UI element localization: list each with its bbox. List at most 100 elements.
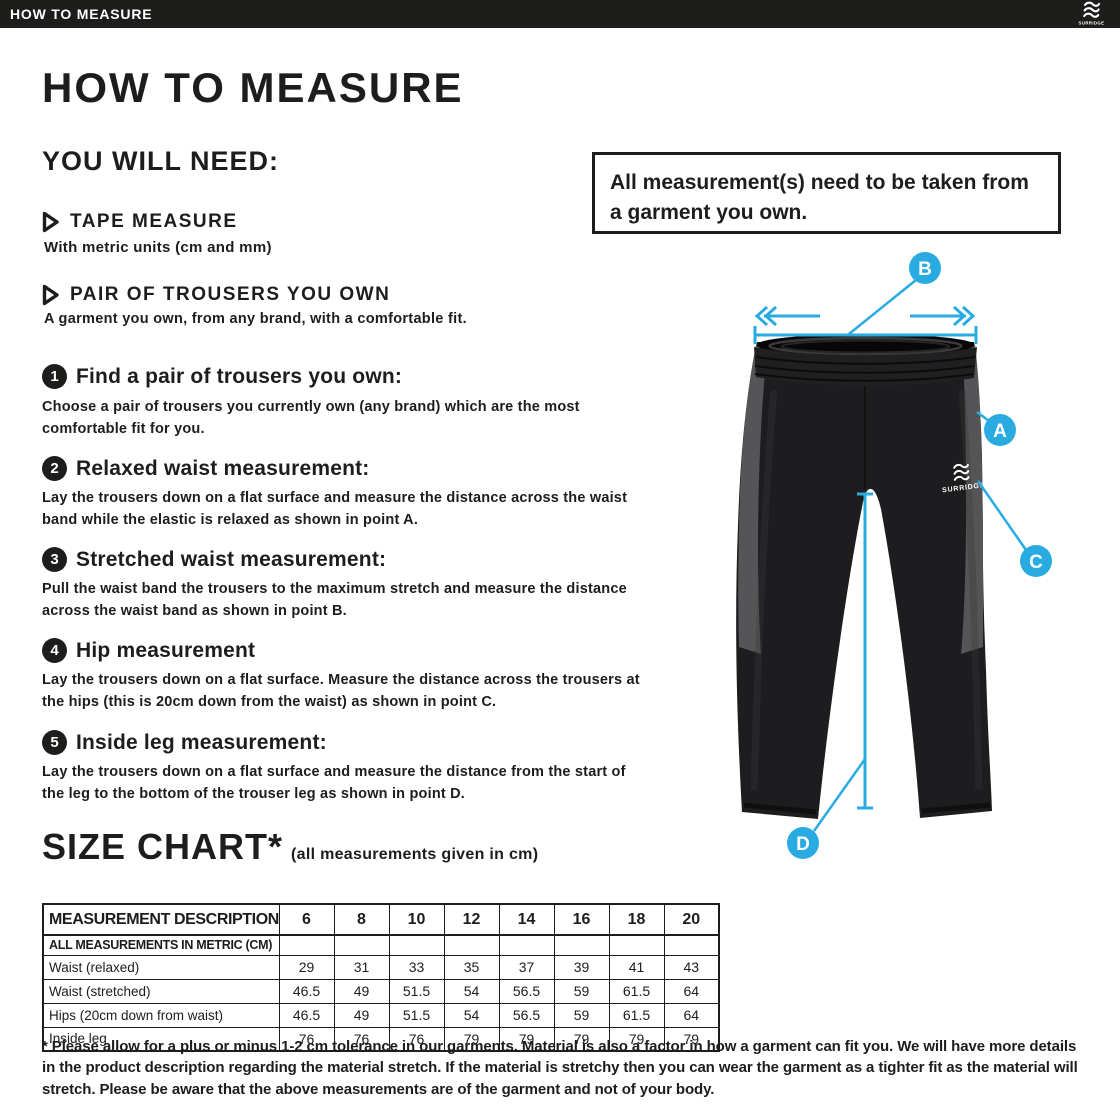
cell-value: 43	[663, 954, 720, 980]
table-row: ALL MEASUREMENTS IN METRIC (CM)	[42, 934, 720, 956]
point-d-marker: D	[787, 827, 819, 859]
svg-text:B: B	[918, 259, 932, 280]
stretch-arrow-left	[754, 305, 820, 327]
table-header-row: MEASUREMENT DESCRIPTION 6 8 10 12 14 16 …	[42, 903, 720, 936]
cell-value: 31	[333, 954, 390, 980]
svg-text:C: C	[1029, 552, 1043, 573]
svg-text:D: D	[796, 834, 810, 855]
point-d-leader-line	[812, 758, 867, 832]
cell-value: 64	[663, 1002, 720, 1028]
step-3-heading: 3 Stretched waist measurement:	[42, 547, 386, 572]
cell-value: 79	[663, 1026, 720, 1052]
cell-value: 59	[553, 978, 610, 1004]
column-header: 18	[608, 903, 665, 936]
column-header: 12	[443, 903, 500, 936]
cell-value: 56.5	[498, 1002, 555, 1028]
top-bar: HOW TO MEASURE SURRIDGE	[0, 0, 1120, 28]
step-2-body: Lay the trousers down on a flat surface …	[42, 490, 628, 528]
table-row: Waist (relaxed) 29 31 33 35 37 39 41 43	[42, 954, 720, 980]
point-a-marker: A	[984, 414, 1016, 446]
step-1-heading: 1 Find a pair of trousers you own:	[42, 364, 402, 389]
need-item-detail: A garment you own, from any brand, with …	[44, 311, 467, 327]
step-title: Stretched waist measurement:	[76, 547, 387, 571]
row-label: Waist (relaxed)	[42, 954, 280, 980]
step-2-heading: 2 Relaxed waist measurement:	[42, 456, 370, 481]
cell-value: 56.5	[498, 978, 555, 1004]
step-number-badge: 4	[42, 638, 67, 663]
triangle-bullet-icon	[42, 211, 59, 233]
cell-value: 33	[388, 954, 445, 980]
cell-value: 79	[553, 1026, 610, 1052]
column-header: 10	[388, 903, 445, 936]
you-will-need-heading: YOU WILL NEED:	[42, 146, 280, 176]
step-1-body: Choose a pair of trousers you currently …	[42, 399, 580, 437]
step-title: Inside leg measurement:	[76, 730, 327, 754]
size-chart-subtitle: (all measurements given in cm)	[291, 846, 539, 863]
column-header: 6	[278, 903, 335, 936]
measurement-callout-box: All measurement(s) need to be taken from…	[592, 152, 1061, 234]
column-header: MEASUREMENT DESCRIPTION	[42, 903, 280, 936]
size-chart-heading: SIZE CHART* (all measurements given in c…	[42, 826, 538, 868]
step-number-badge: 1	[42, 364, 67, 389]
table-row: Inside leg 76 76 76 79 79 79 79 79	[42, 1026, 720, 1052]
need-item-label: TAPE MEASURE	[70, 211, 238, 232]
cell-value: 61.5	[608, 978, 665, 1004]
cell-value: 46.5	[278, 1002, 335, 1028]
cell-value: 54	[443, 1002, 500, 1028]
column-header: 20	[663, 903, 720, 936]
step-3-body: Pull the waist band the trousers to the …	[42, 581, 627, 619]
cell-value: 51.5	[388, 978, 445, 1004]
cell-value: 46.5	[278, 978, 335, 1004]
row-label: Waist (stretched)	[42, 978, 280, 1004]
cell-value: 59	[553, 1002, 610, 1028]
stretch-arrow-right	[910, 305, 976, 327]
row-label: Hips (20cm down from waist)	[42, 1002, 280, 1028]
cell-value: 61.5	[608, 1002, 665, 1028]
column-header: 16	[553, 903, 610, 936]
svg-text:SURRIDGE: SURRIDGE	[1079, 21, 1105, 26]
cell-value: 39	[553, 954, 610, 980]
page-title: HOW TO MEASURE	[42, 64, 464, 111]
step-title: Relaxed waist measurement:	[76, 456, 370, 480]
cell-value: 49	[333, 978, 390, 1004]
cell-value: 64	[663, 978, 720, 1004]
surridge-logo-icon: SURRIDGE	[1076, 1, 1106, 27]
need-item-tape-measure: TAPE MEASURE	[42, 211, 238, 233]
size-chart-title: SIZE CHART*	[42, 826, 284, 867]
cell-value: 41	[608, 954, 665, 980]
cell-value: 79	[498, 1026, 555, 1052]
point-a-leader-line	[976, 411, 990, 422]
need-item-trousers: PAIR OF TROUSERS YOU OWN	[42, 284, 390, 306]
cell-value: 76	[333, 1026, 390, 1052]
cell-value: 35	[443, 954, 500, 980]
trousers-measurement-figure: SURRIDGE	[730, 245, 1090, 915]
step-number-badge: 5	[42, 730, 67, 755]
point-c-leader-line	[976, 480, 1028, 551]
triangle-bullet-icon	[42, 284, 59, 306]
cell-value: 37	[498, 954, 555, 980]
step-number-badge: 2	[42, 456, 67, 481]
step-title: Find a pair of trousers you own:	[76, 364, 403, 388]
need-item-label: PAIR OF TROUSERS YOU OWN	[70, 284, 391, 305]
trousers-silhouette	[736, 342, 992, 819]
tolerance-footnote: * Please allow for a plus or minus 1-2 c…	[42, 1038, 1078, 1098]
table-row: Waist (stretched) 46.5 49 51.5 54 56.5 5…	[42, 978, 720, 1004]
point-c-marker: C	[1020, 545, 1052, 577]
need-item-detail: With metric units (cm and mm)	[44, 239, 272, 256]
top-bar-title: HOW TO MEASURE	[10, 6, 153, 22]
column-header: 8	[333, 903, 390, 936]
cell-value: 79	[608, 1026, 665, 1052]
step-5-body: Lay the trousers down on a flat surface …	[42, 764, 626, 802]
cell-value: 79	[443, 1026, 500, 1052]
cell-value: 51.5	[388, 1002, 445, 1028]
step-4-heading: 4 Hip measurement	[42, 638, 255, 663]
column-header: 14	[498, 903, 555, 936]
step-5-heading: 5 Inside leg measurement:	[42, 730, 327, 755]
cell-value: 76	[388, 1026, 445, 1052]
cell-value: 29	[278, 954, 335, 980]
cell-value: 49	[333, 1002, 390, 1028]
table-row: Hips (20cm down from waist) 46.5 49 51.5…	[42, 1002, 720, 1028]
point-b-marker: B	[909, 252, 941, 284]
cell-value: 54	[443, 978, 500, 1004]
